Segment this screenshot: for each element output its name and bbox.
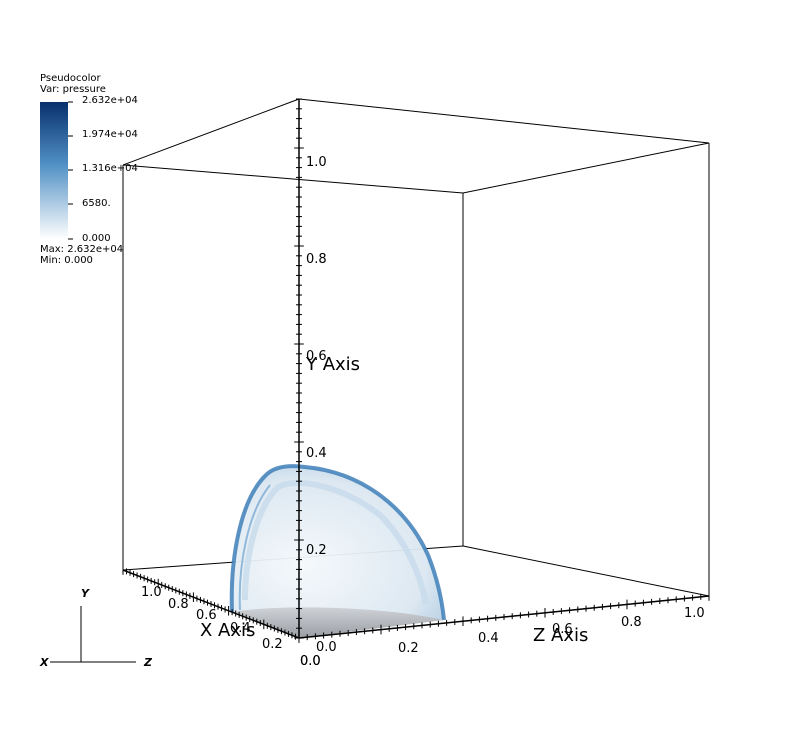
y-tick-label: 1.0 — [306, 155, 327, 170]
x-tick-label: 0.6 — [196, 608, 217, 623]
legend-tick-label: 1.974e+04 — [82, 129, 138, 140]
z-tick-label: 0.4 — [478, 631, 499, 646]
legend-variable: Var: pressure — [40, 84, 106, 95]
orientation-triad: Y X Z — [39, 587, 153, 669]
triad-z-label: Z — [143, 656, 153, 669]
z-tick-label: 1.0 — [684, 606, 705, 621]
y-tick-label: 0.4 — [306, 446, 327, 461]
y-tick-label: 0.6 — [306, 349, 327, 364]
legend-max: Max: 2.632e+04 — [40, 244, 123, 255]
x-axis-title: X Axis — [200, 620, 255, 641]
z-axis-title: Z Axis — [533, 625, 588, 646]
legend-color-bar — [40, 102, 68, 239]
x-tick-label: 0.0 — [300, 654, 321, 669]
pressure-isosurface — [229, 464, 446, 638]
legend-ticks — [68, 101, 73, 240]
x-tick-label: 0.2 — [262, 637, 283, 652]
legend-plot-type: Pseudocolor — [40, 73, 102, 84]
x-tick-label: 0.4 — [230, 621, 251, 636]
legend-tick-label: 6580. — [82, 198, 111, 209]
pseudocolor-legend: Pseudocolor Var: pressure 2.632e+04 1.97… — [40, 73, 138, 266]
triad-y-label: Y — [81, 587, 90, 600]
z-tick-label: 0.2 — [398, 641, 419, 656]
z-axis — [298, 591, 710, 643]
origin-y-label: 0.0 — [300, 654, 321, 669]
legend-tick-label: 0.000 — [82, 233, 111, 244]
x-tick-label: 0.8 — [168, 597, 189, 612]
legend-min: Min: 0.000 — [40, 255, 93, 266]
legend-tick-label: 2.632e+04 — [82, 95, 138, 106]
z-tick-label: 0.0 — [316, 640, 337, 655]
z-tick-label: 0.8 — [621, 615, 642, 630]
triad-x-label: X — [39, 656, 49, 669]
z-tick-label: 0.6 — [552, 622, 573, 637]
y-tick-label: 0.8 — [306, 252, 327, 267]
y-axis-title: Y Axis — [305, 354, 360, 375]
legend-tick-label: 1.316e+04 — [82, 163, 138, 174]
x-tick-label: 1.0 — [141, 585, 162, 600]
y-tick-label: 0.2 — [306, 543, 327, 558]
